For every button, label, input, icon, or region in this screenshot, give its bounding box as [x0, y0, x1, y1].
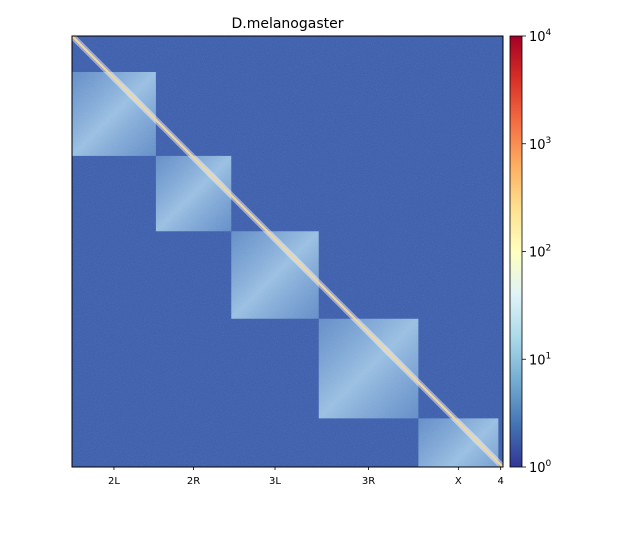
xtick-label: 3R [362, 476, 375, 487]
chromosome-axis: 2L 2R 3L 3R X 4 [108, 467, 504, 487]
colorbar-tick-label: 100 [529, 459, 552, 476]
xtick-label: 4 [497, 476, 503, 487]
main-diagonal [72, 36, 503, 467]
xtick-label: 3L [269, 476, 281, 487]
xtick-label: X [455, 476, 462, 487]
intra-block-4 [498, 498, 503, 503]
hic-contact-map [72, 36, 503, 503]
colorbar-tick-label: 104 [529, 28, 552, 45]
chart-title: D.melanogaster [231, 16, 343, 32]
colorbar: 100 101 102 103 104 [509, 28, 552, 476]
plot-frame [71, 35, 504, 468]
colorbar-tick-label: 102 [529, 244, 551, 261]
xtick-label: 2L [108, 476, 120, 487]
colorbar-tick-label: 103 [529, 136, 551, 153]
xtick-label: 2R [187, 476, 200, 487]
colorbar-tick-label: 101 [529, 351, 551, 368]
colorbar-gradient [509, 35, 523, 468]
